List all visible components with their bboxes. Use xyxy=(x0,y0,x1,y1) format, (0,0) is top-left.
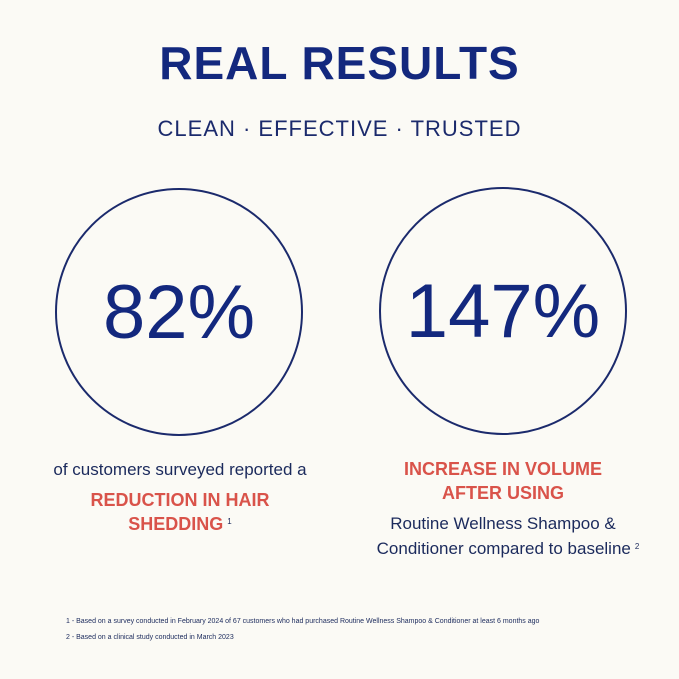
stat-highlight: REDUCTION IN HAIR xyxy=(90,490,270,510)
description-text: Conditioner compared to baseline xyxy=(376,539,631,558)
stat-highlight: AFTER USING xyxy=(441,483,564,503)
stat-circle-shedding: 82% xyxy=(55,188,303,436)
footnote-2: 2 - Based on a clinical study conducted … xyxy=(66,634,234,641)
page-subtitle: CLEAN · EFFECTIVE · TRUSTED xyxy=(157,116,522,141)
footnote-1: 1 - Based on a survey conducted in Febru… xyxy=(66,618,540,625)
stat-highlight: INCREASE IN VOLUME xyxy=(403,459,603,479)
stat-value: 82% xyxy=(102,269,256,355)
stat-highlight: SHEDDING 1 xyxy=(20,512,340,536)
stat-description: Routine Wellness Shampoo & xyxy=(390,514,616,533)
footnote-ref: 1 xyxy=(227,517,232,526)
highlight-text: SHEDDING xyxy=(128,514,224,534)
stat-circle-volume: 147% xyxy=(379,187,627,435)
stat-description: Conditioner compared to baseline 2 xyxy=(343,537,673,561)
footnote-ref: 2 xyxy=(634,542,640,551)
stat-description: of customers surveyed reported a xyxy=(53,460,307,479)
stat-value: 147% xyxy=(405,268,601,354)
page-title: REAL RESULTS xyxy=(159,37,520,89)
